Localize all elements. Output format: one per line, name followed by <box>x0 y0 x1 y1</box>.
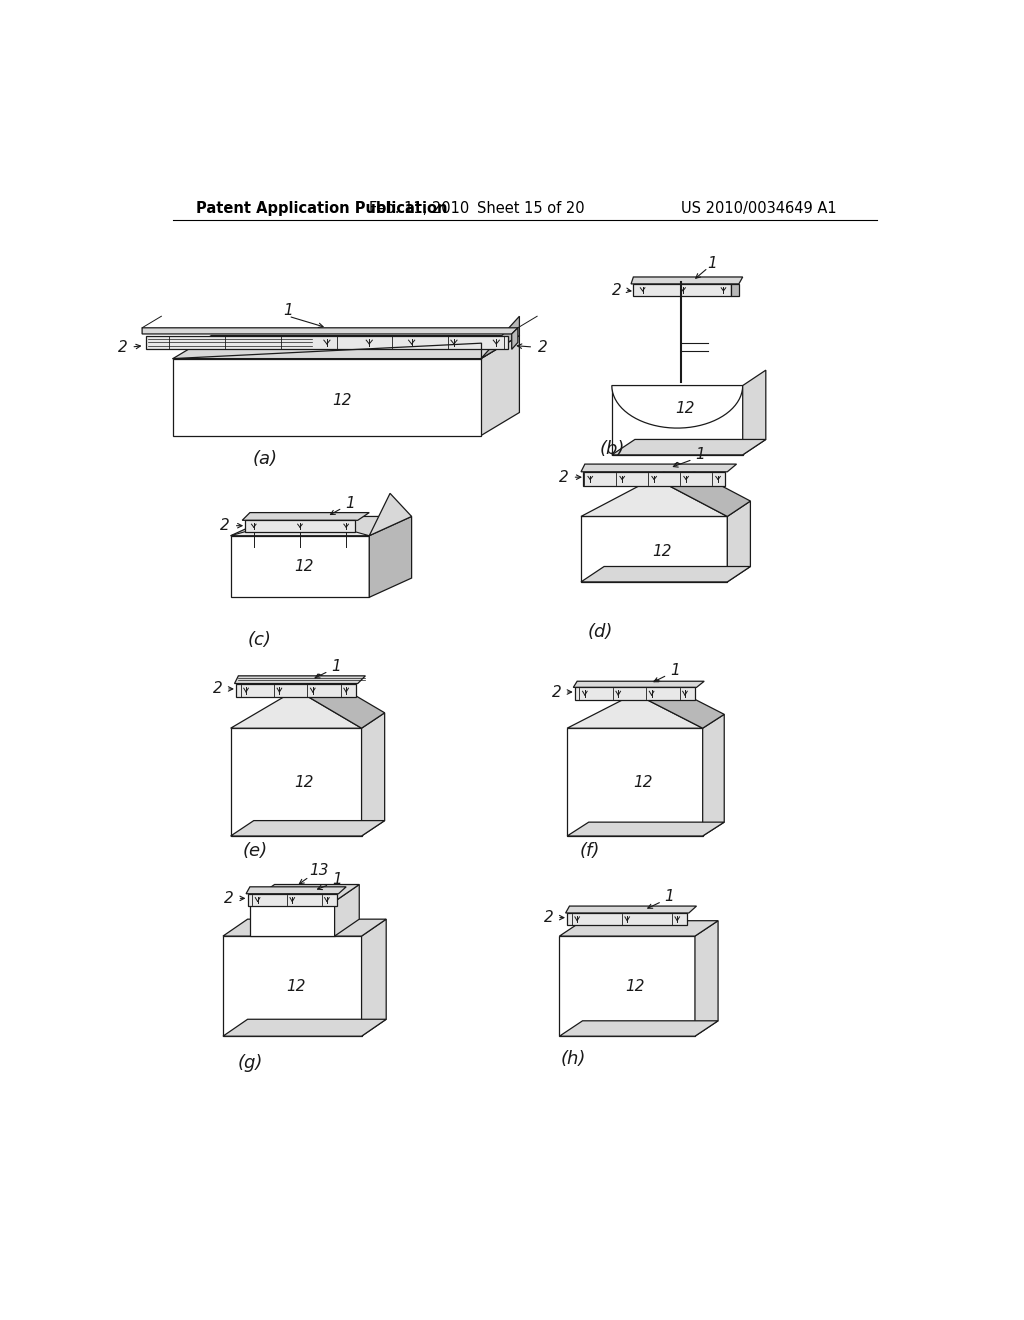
Text: 1: 1 <box>332 659 341 675</box>
Polygon shape <box>296 675 385 729</box>
Polygon shape <box>230 689 361 729</box>
Text: 2: 2 <box>544 909 554 925</box>
Polygon shape <box>559 921 718 936</box>
Text: 2: 2 <box>224 891 234 906</box>
Polygon shape <box>573 681 705 688</box>
Polygon shape <box>581 478 727 516</box>
Text: 1: 1 <box>695 447 706 462</box>
Polygon shape <box>230 516 412 536</box>
Polygon shape <box>567 729 702 836</box>
Text: Sheet 15 of 20: Sheet 15 of 20 <box>477 201 585 216</box>
Polygon shape <box>245 520 355 532</box>
Text: 2: 2 <box>213 681 222 697</box>
Polygon shape <box>146 335 508 350</box>
Polygon shape <box>567 913 687 925</box>
Polygon shape <box>230 536 370 597</box>
Polygon shape <box>250 884 359 902</box>
Text: (f): (f) <box>580 842 600 861</box>
Polygon shape <box>565 906 696 913</box>
Text: 1: 1 <box>284 304 293 318</box>
Polygon shape <box>584 471 725 486</box>
Text: 2: 2 <box>552 685 561 700</box>
Polygon shape <box>250 902 335 936</box>
Polygon shape <box>223 919 386 936</box>
Polygon shape <box>223 1019 386 1036</box>
Polygon shape <box>246 887 346 894</box>
Polygon shape <box>361 919 386 1036</box>
Text: 13: 13 <box>309 863 329 878</box>
Polygon shape <box>173 335 519 359</box>
Polygon shape <box>142 327 518 334</box>
Polygon shape <box>230 516 370 536</box>
Text: 2: 2 <box>118 339 128 355</box>
Polygon shape <box>234 676 366 684</box>
Text: 12: 12 <box>652 544 672 558</box>
Text: (g): (g) <box>238 1055 262 1072</box>
Polygon shape <box>654 462 751 516</box>
Text: 12: 12 <box>626 978 645 994</box>
Polygon shape <box>634 284 731 296</box>
Polygon shape <box>481 335 519 436</box>
Text: 2: 2 <box>538 339 548 355</box>
Polygon shape <box>230 729 361 836</box>
Polygon shape <box>230 821 385 836</box>
Polygon shape <box>695 921 718 1036</box>
Polygon shape <box>611 440 766 455</box>
Text: 1: 1 <box>670 663 680 678</box>
Text: 12: 12 <box>675 401 694 416</box>
Text: 1: 1 <box>332 873 342 887</box>
Polygon shape <box>702 714 724 836</box>
Polygon shape <box>567 693 702 729</box>
Text: (e): (e) <box>243 842 268 861</box>
Text: 1: 1 <box>665 888 675 904</box>
Text: 12: 12 <box>333 393 352 408</box>
Polygon shape <box>370 494 412 536</box>
Polygon shape <box>481 317 519 359</box>
Text: Patent Application Publication: Patent Application Publication <box>196 201 447 216</box>
Polygon shape <box>248 894 337 906</box>
Text: (a): (a) <box>253 450 278 467</box>
Text: 12: 12 <box>287 978 306 994</box>
Text: 12: 12 <box>294 558 313 574</box>
Polygon shape <box>370 516 412 597</box>
Text: 1: 1 <box>345 496 355 511</box>
Text: 2: 2 <box>612 282 622 297</box>
Text: 12: 12 <box>633 775 652 789</box>
Polygon shape <box>237 684 356 697</box>
Polygon shape <box>559 1020 718 1036</box>
Polygon shape <box>361 713 385 836</box>
Text: (d): (d) <box>588 623 613 642</box>
Polygon shape <box>335 884 359 936</box>
Polygon shape <box>727 502 751 582</box>
Polygon shape <box>567 822 724 836</box>
Polygon shape <box>243 512 370 520</box>
Text: (c): (c) <box>248 631 271 648</box>
Text: 2: 2 <box>559 470 569 484</box>
Polygon shape <box>223 936 361 1036</box>
Text: (h): (h) <box>560 1051 586 1068</box>
Polygon shape <box>611 385 742 455</box>
Text: 1: 1 <box>707 256 717 271</box>
Polygon shape <box>731 284 739 296</box>
Polygon shape <box>173 359 481 436</box>
Polygon shape <box>581 465 736 471</box>
Polygon shape <box>635 680 724 729</box>
Polygon shape <box>611 385 742 428</box>
Text: US 2010/0034649 A1: US 2010/0034649 A1 <box>681 201 837 216</box>
Polygon shape <box>581 566 751 582</box>
Text: 2: 2 <box>220 519 230 533</box>
Polygon shape <box>581 516 727 582</box>
Polygon shape <box>512 327 518 350</box>
Polygon shape <box>742 370 766 455</box>
Polygon shape <box>574 688 695 700</box>
Text: 12: 12 <box>294 775 313 789</box>
Polygon shape <box>559 936 695 1036</box>
Text: Feb. 11, 2010: Feb. 11, 2010 <box>370 201 469 216</box>
Polygon shape <box>631 277 742 284</box>
Text: (b): (b) <box>599 441 625 458</box>
